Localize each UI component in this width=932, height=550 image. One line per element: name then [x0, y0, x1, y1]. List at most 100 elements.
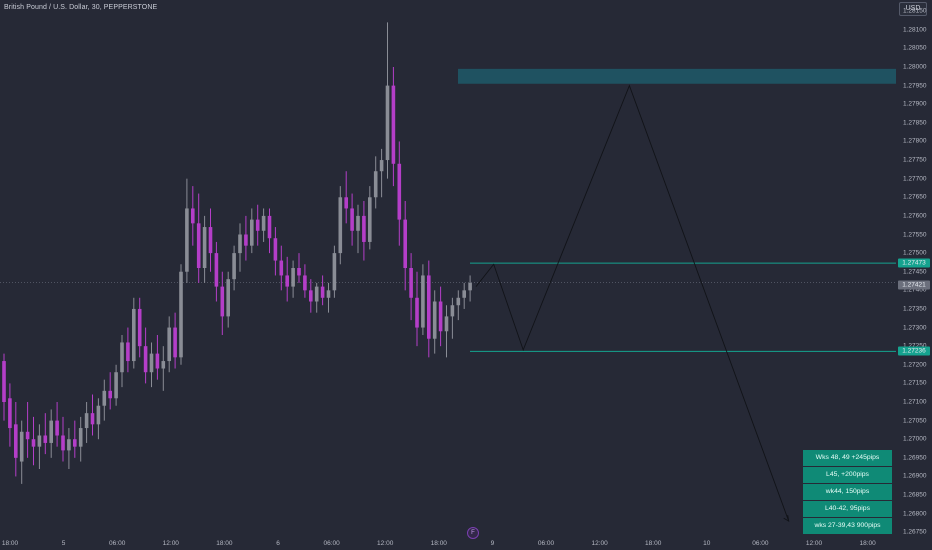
y-tick-label: 1.27000: [903, 435, 927, 443]
candle-body: [161, 361, 166, 369]
y-tick-label: 1.26750: [903, 528, 927, 536]
y-tick-label: 1.28150: [903, 7, 927, 15]
candle-body: [344, 197, 348, 209]
x-tick-label: 12:00: [162, 540, 179, 547]
y-tick-label: 1.27900: [903, 100, 927, 108]
y-tick-label: 1.27950: [903, 82, 927, 90]
projection-path: [475, 84, 790, 522]
y-tick-label: 1.27600: [903, 212, 927, 220]
candle-body: [120, 342, 124, 373]
symbol-title: British Pound / U.S. Dollar, 30, PEPPERS…: [4, 4, 158, 11]
candle-body: [303, 275, 307, 291]
candle-body: [73, 439, 77, 447]
candle-body: [114, 372, 118, 399]
candle-body: [61, 435, 65, 451]
candle-body: [96, 405, 101, 425]
candle-body: [31, 439, 36, 447]
x-tick-label: 06:00: [323, 540, 340, 547]
y-tick-label: 1.27150: [903, 379, 927, 387]
candle-body: [244, 234, 248, 246]
y-tick-label: 1.27350: [903, 305, 927, 313]
candle-body: [261, 215, 266, 231]
price-chart[interactable]: [0, 0, 896, 536]
y-tick-label: 1.27100: [903, 398, 927, 406]
y-tick-label: 1.26950: [903, 454, 927, 462]
y-tick-label: 1.27550: [903, 231, 927, 238]
y-tick-label: 1.27050: [903, 417, 927, 425]
y-tick-label: 1.27650: [903, 193, 927, 201]
y-tick-label: 1.26800: [903, 510, 927, 518]
candle-body: [291, 268, 295, 287]
candle-body: [350, 208, 354, 231]
x-tick-label: 12:00: [591, 540, 608, 547]
candle-body: [421, 275, 425, 328]
candle-body: [250, 219, 254, 246]
candle-body: [385, 85, 390, 161]
y-tick-label: 1.27450: [903, 268, 927, 276]
x-tick-label: 06:00: [537, 540, 555, 547]
candle-body: [214, 253, 219, 287]
candle-body: [185, 208, 189, 272]
y-tick-label: 1.27850: [903, 119, 927, 127]
chart-area[interactable]: [0, 0, 896, 536]
candle-body: [415, 297, 419, 328]
candle-body: [67, 439, 71, 451]
x-tick-label: 6: [276, 540, 280, 547]
supply-zone: [458, 68, 896, 84]
candle-body: [220, 286, 225, 317]
candle-body: [25, 431, 30, 440]
y-tick-label: 1.27200: [903, 361, 927, 369]
candle-body: [126, 342, 130, 362]
economic-event-flag-icon[interactable]: F: [467, 527, 479, 539]
candle-body: [314, 286, 319, 302]
candle-body: [456, 297, 461, 306]
y-tick-label: 1.26850: [903, 491, 927, 499]
y-tick-label: 1.27300: [903, 324, 927, 332]
candle-body: [438, 301, 443, 332]
candle-body: [196, 223, 201, 268]
note-row: L40-42, 95pips: [803, 501, 892, 517]
candle-body: [167, 327, 171, 362]
candle-body: [403, 219, 407, 268]
candle-body: [320, 286, 325, 298]
candle-body: [468, 282, 472, 291]
x-tick-label: 10: [703, 540, 711, 547]
projection-arrow-head: [783, 515, 790, 522]
x-tick-label: 06:00: [752, 540, 769, 547]
candle-body: [14, 424, 18, 458]
note-row: Wks 48, 49 +245pips: [803, 450, 892, 466]
candle-body: [84, 413, 89, 429]
candle-body: [137, 308, 142, 347]
x-tick-label: 18:00: [645, 540, 662, 547]
candle-body: [49, 420, 53, 443]
candle-body: [102, 390, 107, 406]
candle-body: [132, 308, 136, 362]
y-tick-label: 1.27700: [903, 175, 927, 183]
candle-body: [8, 398, 12, 429]
candle-body: [78, 428, 83, 447]
x-tick-label: 18:00: [1, 540, 19, 547]
candle-body: [356, 215, 360, 231]
x-tick-label: 12:00: [805, 540, 823, 547]
candle-body: [2, 361, 6, 402]
y-tick-label: 1.26900: [903, 472, 927, 480]
candle-body: [179, 271, 183, 358]
current-price-tag: 1.27421: [898, 280, 930, 290]
candle-body: [409, 268, 413, 298]
x-tick-label: 9: [490, 540, 495, 547]
note-row: L45, +200pips: [803, 467, 892, 483]
candle-body: [143, 346, 148, 373]
candle-body: [202, 227, 207, 268]
note-row: wk44, 150pips: [803, 484, 892, 500]
candle-body: [279, 260, 284, 276]
candle-body: [362, 215, 366, 242]
x-tick-label: 18:00: [430, 540, 447, 547]
x-tick-label: 18:00: [859, 540, 876, 547]
candle-body: [368, 197, 372, 242]
candle-body: [255, 219, 260, 231]
price-axis[interactable]: [896, 0, 932, 550]
currency-selector[interactable]: USD: [899, 2, 927, 16]
candle-body: [450, 305, 455, 317]
candle-body: [267, 215, 272, 239]
candle-body: [43, 435, 48, 443]
